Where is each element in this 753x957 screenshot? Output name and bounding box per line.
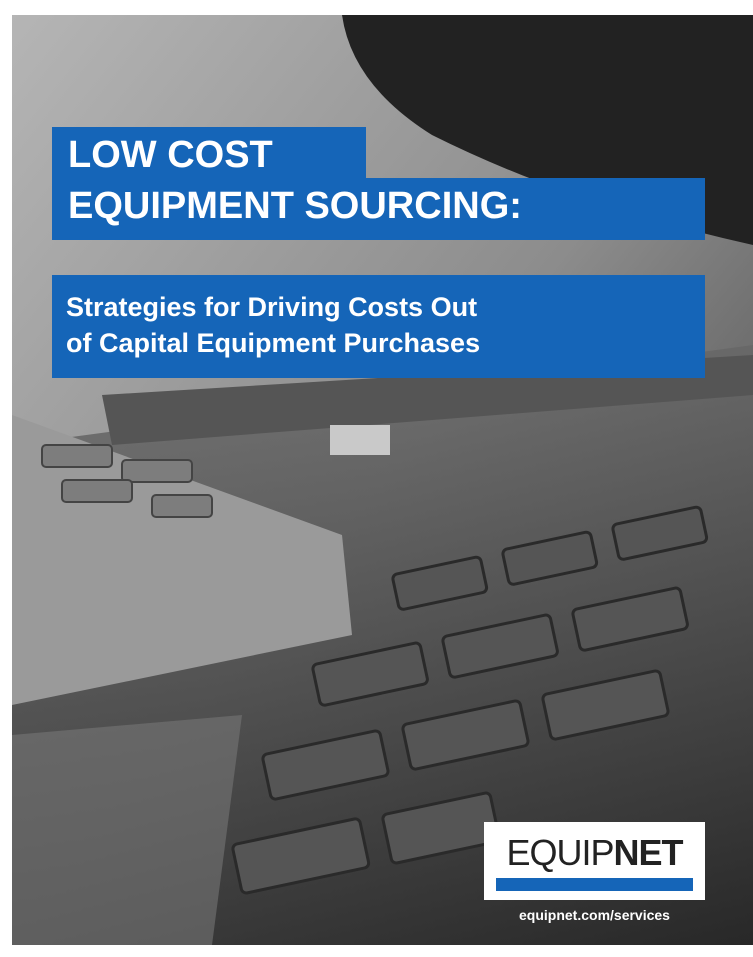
logo-bold: NET: [614, 832, 683, 873]
logo-light: EQUIP: [506, 832, 613, 873]
subtitle-line: of Capital Equipment Purchases: [66, 325, 705, 361]
subtitle: Strategies for Driving Costs Out of Capi…: [52, 275, 705, 378]
logo-bar: [496, 878, 693, 891]
subtitle-line: Strategies for Driving Costs Out: [66, 289, 705, 325]
logo: EQUIPNET: [484, 822, 705, 900]
cover: LOW COST EQUIPMENT SOURCING: Strategies …: [12, 15, 753, 945]
title-line: LOW COST: [52, 127, 366, 183]
title-line: EQUIPMENT SOURCING:: [52, 178, 705, 240]
logo-text: EQUIPNET: [484, 832, 705, 874]
page: LOW COST EQUIPMENT SOURCING: Strategies …: [0, 0, 753, 957]
url: equipnet.com/services: [484, 907, 705, 923]
